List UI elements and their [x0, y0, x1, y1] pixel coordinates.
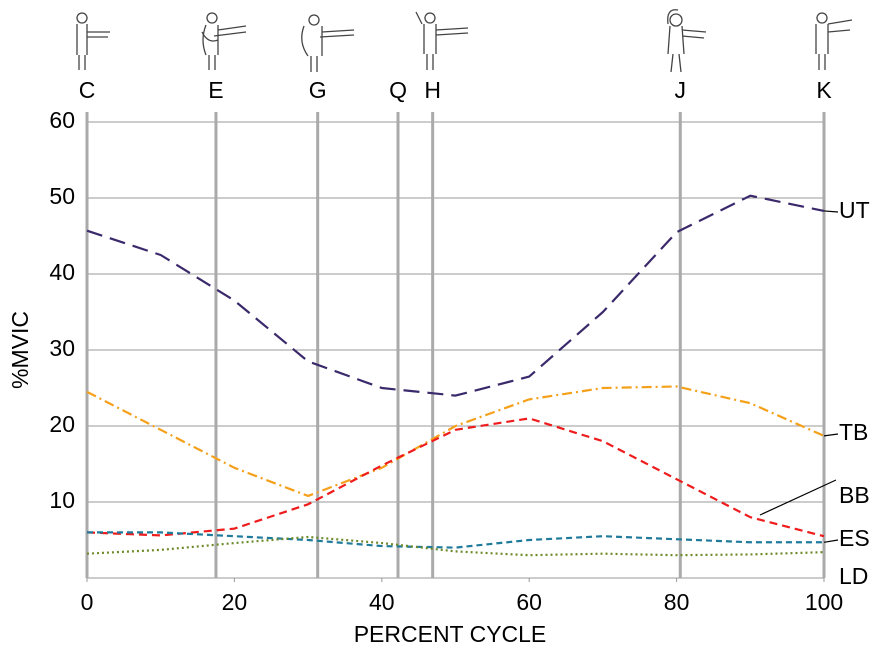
x-axis-title: PERCENT CYCLE — [354, 621, 547, 647]
phase-label: K — [816, 77, 832, 103]
series-line — [86, 194, 825, 397]
series-line — [86, 385, 825, 498]
phase-label: C — [79, 77, 96, 103]
phase-label: J — [675, 77, 687, 103]
legend-label: LD — [839, 563, 868, 589]
y-tick-label: 60 — [49, 107, 75, 133]
legend-leader — [759, 479, 837, 516]
y-tick-label: 50 — [49, 183, 75, 209]
legend-label: BB — [839, 482, 870, 508]
x-tick-label: 20 — [222, 589, 248, 615]
phase-label: G — [309, 77, 327, 103]
posture-figures — [76, 9, 853, 73]
y-axis-title: %MVIC — [7, 311, 33, 389]
legend-leader — [823, 433, 839, 437]
legend-label: TB — [839, 419, 868, 445]
y-tick-label: 40 — [49, 259, 75, 285]
legend-leader — [823, 539, 839, 543]
phase-label: H — [424, 77, 441, 103]
y-tick-label: 20 — [49, 411, 75, 437]
x-tick-label: 0 — [81, 589, 94, 615]
series-line — [86, 535, 825, 557]
legend-leader — [823, 210, 839, 213]
series-line — [86, 417, 825, 538]
phase-label: E — [208, 77, 223, 103]
y-tick-label: 10 — [49, 487, 75, 513]
legend-label: UT — [839, 197, 870, 223]
x-tick-label: 100 — [805, 589, 843, 615]
y-tick-label: 30 — [49, 335, 75, 361]
x-tick-label: 80 — [664, 589, 690, 615]
legend-label: ES — [839, 525, 870, 551]
x-tick-label: 40 — [369, 589, 395, 615]
phase-label: Q — [389, 77, 407, 103]
series-line — [87, 531, 824, 549]
x-tick-label: 60 — [516, 589, 542, 615]
